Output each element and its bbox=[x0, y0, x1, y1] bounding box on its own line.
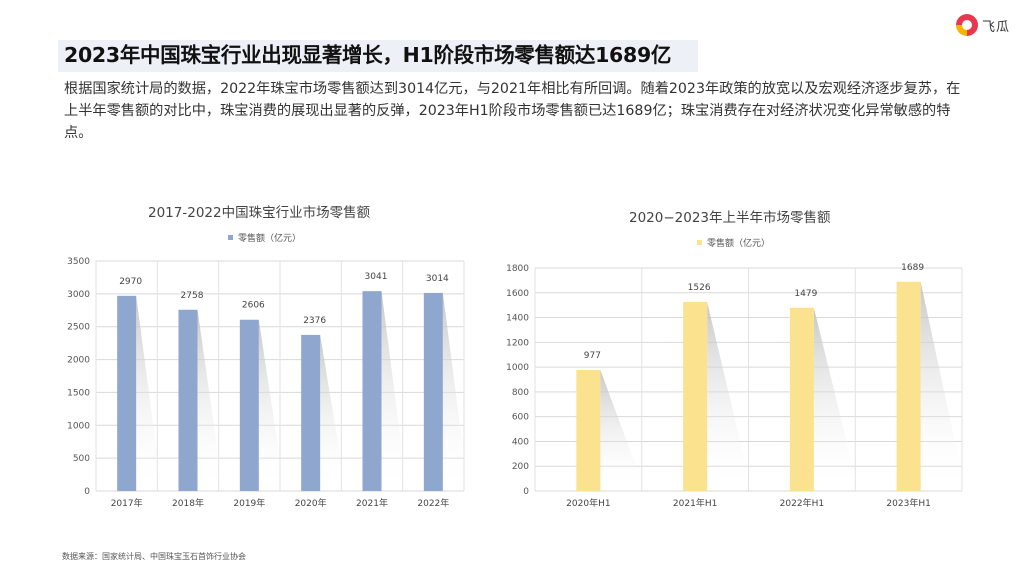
chart1-ytick-label: 500 bbox=[73, 454, 90, 464]
chart1-bar bbox=[239, 319, 259, 491]
chart2-bar-shadow bbox=[920, 281, 966, 491]
chart1-legend-label: 零售额（亿元） bbox=[238, 234, 302, 244]
chart1-legend: 零售额（亿元） bbox=[228, 231, 301, 244]
chart1-bar-shadow bbox=[258, 319, 285, 491]
chart1-bar-shadow bbox=[197, 309, 224, 491]
chart1-ytick-label: 1500 bbox=[67, 388, 90, 398]
chart1-bar bbox=[423, 292, 443, 491]
chart2-ytick-label: 1000 bbox=[506, 363, 529, 373]
chart1-category-label: 2018年 bbox=[172, 497, 204, 509]
headline-highlight bbox=[58, 40, 698, 72]
chart2-category-label: 2022年H1 bbox=[780, 497, 824, 509]
chart1-category-label: 2017年 bbox=[111, 497, 143, 509]
chart2-ytick-label: 600 bbox=[512, 413, 529, 423]
chart1-category-label: 2021年 bbox=[356, 497, 388, 509]
chart2-bar bbox=[789, 307, 814, 491]
chart1-bar bbox=[117, 295, 137, 491]
chart1-ytick-label: 0 bbox=[84, 487, 90, 497]
brand-logo: 飞瓜 bbox=[956, 14, 1010, 36]
chart1-bar-shadow bbox=[442, 292, 469, 491]
data-source-note: 数据来源：国家统计局、中国珠宝玉石首饰行业协会 bbox=[62, 552, 246, 561]
chart1-ytick-label: 3500 bbox=[67, 257, 90, 267]
chart1-ytick-label: 2000 bbox=[67, 356, 90, 366]
page-title: 2023年中国珠宝行业出现显著增长，H1阶段市场零售额达1689亿 bbox=[64, 43, 672, 67]
chart2-bar-shadow bbox=[600, 369, 646, 491]
chart2-value-label: 977 bbox=[584, 351, 601, 361]
chart1-bar bbox=[301, 334, 321, 491]
chart2-category-label: 2023年H1 bbox=[886, 497, 930, 509]
chart2-value-label: 1479 bbox=[794, 289, 817, 299]
chart2-ytick-label: 400 bbox=[512, 437, 529, 447]
chart1-category-label: 2019年 bbox=[233, 497, 265, 509]
chart2-bar bbox=[896, 281, 921, 491]
chart2-ytick-label: 1600 bbox=[506, 289, 529, 299]
chart1-value-label: 2970 bbox=[119, 277, 142, 287]
chart2-ytick-label: 800 bbox=[512, 388, 529, 398]
chart1-bar-shadow bbox=[381, 291, 408, 491]
chart2-value-label: 1689 bbox=[901, 263, 924, 273]
chart1-bar bbox=[178, 309, 198, 491]
chart2-bar-shadow bbox=[813, 307, 859, 491]
chart2-category-label: 2021年H1 bbox=[673, 497, 717, 509]
chart1-ytick-label: 2500 bbox=[67, 323, 90, 333]
chart1-category-label: 2022年 bbox=[417, 497, 449, 509]
chart1-value-label: 2606 bbox=[242, 301, 265, 311]
chart2-category-label: 2020年H1 bbox=[566, 497, 610, 509]
brand-logo-icon bbox=[956, 14, 978, 36]
chart2-legend-label: 零售额（亿元） bbox=[707, 239, 771, 249]
chart1-title: 2017-2022中国珠宝行业市场零售额 bbox=[148, 205, 371, 221]
chart2-ytick-label: 1400 bbox=[506, 314, 529, 324]
chart1-ytick-label: 1000 bbox=[67, 421, 90, 431]
chart1-legend-swatch bbox=[228, 235, 233, 240]
chart2-title: 2020−2023年上半年市场零售额 bbox=[629, 210, 831, 226]
chart1-bar-shadow bbox=[136, 295, 162, 491]
chart2-bar bbox=[576, 369, 601, 491]
chart2-value-label: 1526 bbox=[688, 283, 711, 293]
chart2-legend: 零售额（亿元） bbox=[697, 236, 770, 249]
chart2-bar-shadow bbox=[707, 301, 752, 491]
chart2-bar bbox=[683, 301, 708, 491]
chart1-bar bbox=[362, 291, 382, 491]
chart1-value-label: 2758 bbox=[181, 291, 204, 301]
chart1-value-label: 2376 bbox=[303, 316, 326, 326]
chart1-bar-shadow bbox=[320, 334, 346, 491]
brand-name: 飞瓜 bbox=[982, 19, 1011, 35]
summary-paragraph: 根据国家统计局的数据，2022年珠宝市场零售额达到3014亿元，与2021年相比… bbox=[64, 81, 961, 141]
chart1-category-label: 2020年 bbox=[295, 497, 327, 509]
chart1-value-label: 3041 bbox=[365, 272, 388, 282]
chart2-legend-swatch bbox=[697, 240, 702, 245]
chart1-ytick-label: 3000 bbox=[67, 290, 90, 300]
chart2-ytick-label: 1200 bbox=[506, 338, 529, 348]
chart2-ytick-label: 200 bbox=[512, 462, 529, 472]
chart1-value-label: 3014 bbox=[426, 274, 449, 284]
chart2-ytick-label: 0 bbox=[523, 487, 529, 497]
chart2-ytick-label: 1800 bbox=[506, 264, 529, 274]
